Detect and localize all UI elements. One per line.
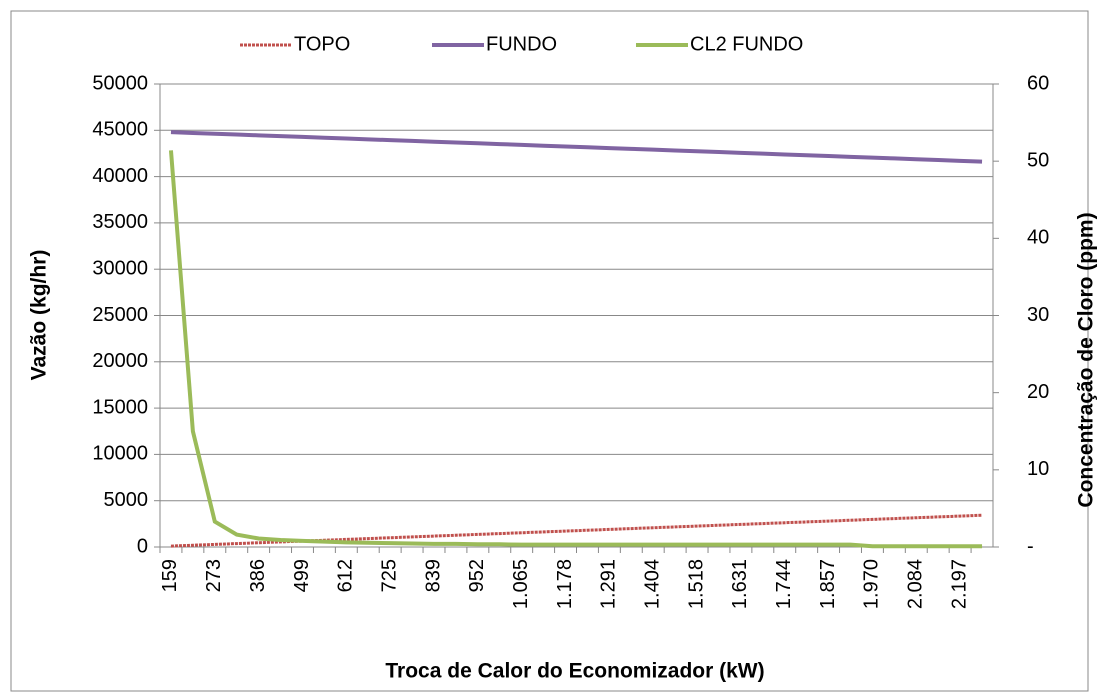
x-axis-title: Troca de Calor do Economizador (kW) (385, 660, 764, 683)
chart-frame (10, 10, 1089, 692)
y2-tick-label: 60 (1027, 72, 1049, 94)
x-tick-label: 1.291 (598, 559, 620, 609)
y-tick-label: 5000 (104, 489, 149, 511)
y2-tick-label: - (1027, 535, 1034, 557)
series-line (170, 130, 983, 164)
x-tick-label: 1.404 (642, 559, 664, 609)
series-line (168, 150, 983, 549)
y2-tick-label: 40 (1027, 227, 1049, 249)
x-tick-label: 1.178 (554, 559, 576, 609)
y2-axis-title: Concentração de Cloro (ppm) (1075, 212, 1098, 507)
legend-label: TOPO (294, 33, 350, 55)
x-tick-label: 725 (378, 559, 400, 592)
x-tick-label: 1.857 (817, 559, 839, 609)
y2-tick-label: 50 (1027, 149, 1049, 171)
y-axis-title: Vazão (kg/hr) (28, 250, 51, 381)
x-tick-label: 159 (159, 559, 181, 592)
x-tick-label: 612 (335, 559, 357, 592)
x-tick-label: 1.631 (729, 559, 751, 609)
x-tick-label: 499 (291, 559, 313, 592)
x-tick-label: 273 (203, 559, 225, 592)
x-tick-label: 1.970 (861, 559, 883, 609)
x-tick-label: 1.518 (685, 559, 707, 609)
x-tick-label: 2.084 (905, 559, 927, 609)
y2-tick-label: 30 (1027, 304, 1049, 326)
y2-tick-label: 20 (1027, 381, 1049, 403)
y-tick-label: 25000 (92, 304, 148, 326)
y2-tick-label: 10 (1027, 458, 1049, 480)
y-tick-label: 0 (137, 535, 148, 557)
y-tick-label: 20000 (92, 350, 148, 372)
y-tick-label: 15000 (92, 396, 148, 418)
legend-label: FUNDO (486, 33, 557, 55)
x-tick-label: 839 (422, 559, 444, 592)
x-tick-label: 2.197 (948, 559, 970, 609)
y-tick-label: 45000 (92, 119, 148, 141)
y-tick-label: 30000 (92, 257, 148, 279)
y-tick-label: 10000 (92, 443, 148, 465)
x-tick-label: 952 (466, 559, 488, 592)
series-line (170, 513, 983, 548)
y-tick-label: 40000 (92, 165, 148, 187)
y-tick-label: 50000 (92, 72, 148, 94)
x-tick-label: 386 (247, 559, 269, 592)
x-tick-label: 1.744 (773, 559, 795, 609)
x-tick-label: 1.065 (510, 559, 532, 609)
y-tick-label: 35000 (92, 211, 148, 233)
legend-label: CL2 FUNDO (690, 33, 803, 55)
